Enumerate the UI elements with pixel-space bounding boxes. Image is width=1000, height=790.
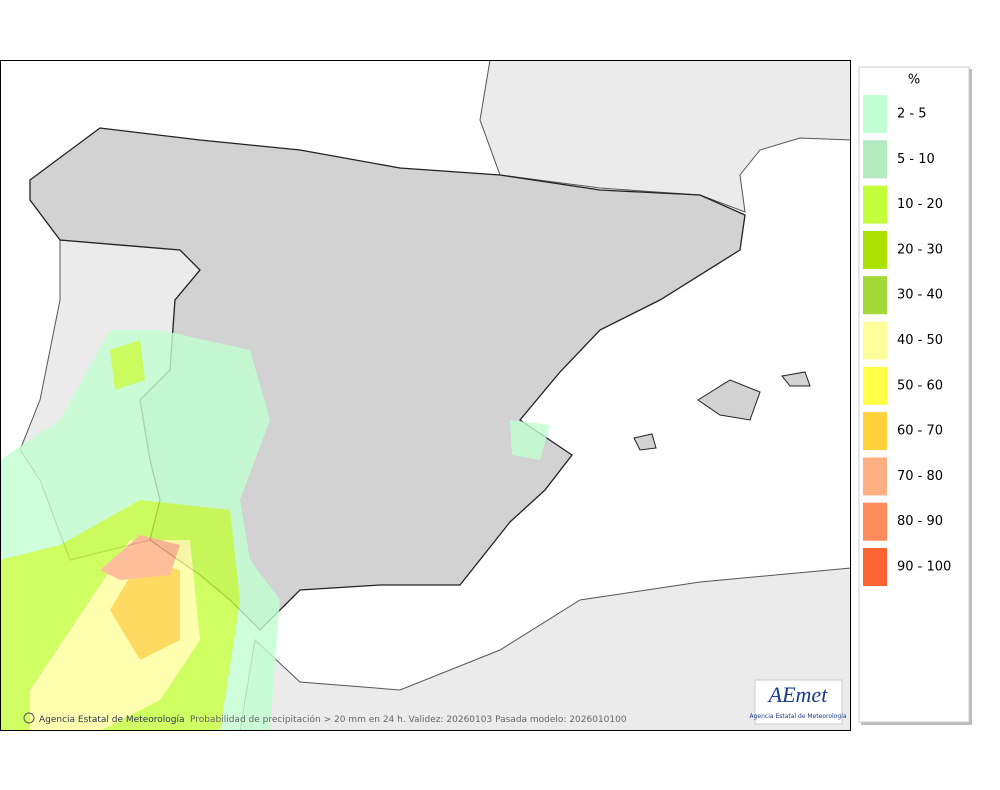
legend-swatch	[863, 95, 887, 133]
legend-label: 70 - 80	[897, 469, 943, 484]
legend-label: 10 - 20	[897, 197, 943, 212]
credit: Agencia Estatal de Meteorología	[39, 715, 185, 725]
precipitation	[0, 330, 550, 731]
legend-swatch	[863, 502, 887, 541]
logo: AEmet	[767, 682, 829, 707]
legend-swatch	[863, 140, 887, 179]
legend-swatch	[863, 366, 887, 405]
legend-swatch	[863, 230, 887, 269]
legend-label: 40 - 50	[897, 333, 943, 348]
caption: Probabilidad de precipitación > 20 mm en…	[190, 714, 627, 725]
legend-swatch	[863, 457, 887, 496]
logo-subtitle: Agencia Estatal de Meteorología	[750, 713, 847, 720]
ibiza	[633, 433, 657, 451]
legend-label: 80 - 90	[897, 514, 943, 529]
menorca	[781, 371, 811, 387]
legend-label: 60 - 70	[897, 424, 943, 439]
map	[0, 60, 851, 731]
legend-swatch	[863, 412, 887, 451]
legend-label: 20 - 30	[897, 242, 943, 257]
legend-swatch	[863, 321, 887, 360]
legend-label: 50 - 60	[897, 378, 943, 393]
legend-label: 2 - 5	[897, 107, 927, 122]
legend-label: 30 - 40	[897, 288, 943, 303]
map-frame	[0, 60, 851, 731]
mallorca	[697, 379, 761, 421]
copyright-icon	[23, 712, 35, 724]
legend-label: 5 - 10	[897, 152, 935, 167]
france	[479, 60, 851, 213]
legend-title: %	[908, 73, 920, 88]
legend-swatch	[863, 276, 887, 315]
africa	[239, 567, 851, 731]
logo-box	[754, 679, 843, 725]
legend-swatch	[863, 185, 887, 224]
legend-items: 2 - 5 5 - 10 10 - 20 20 - 30 30 - 40 40 - 50 5…	[863, 95, 951, 586]
legend-label: 90 - 100	[897, 560, 951, 575]
legend-swatch	[863, 548, 887, 586]
